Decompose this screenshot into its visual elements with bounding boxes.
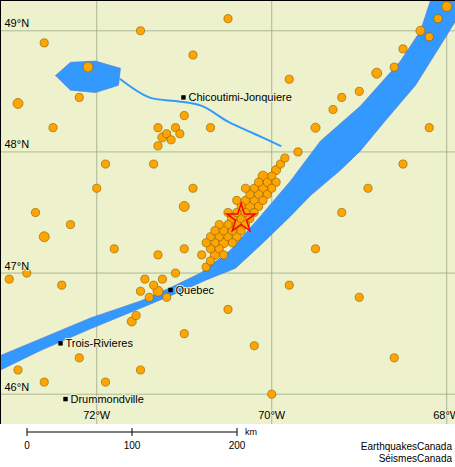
svg-text:48°N: 48°N	[5, 138, 30, 150]
svg-text:49°N: 49°N	[5, 17, 30, 29]
svg-text:km: km	[245, 427, 257, 437]
svg-text:SéismesCanada: SéismesCanada	[379, 453, 453, 464]
svg-text:0: 0	[24, 440, 30, 451]
svg-text:Quebec: Quebec	[176, 284, 215, 296]
svg-text:Drummondville: Drummondville	[71, 393, 144, 405]
svg-text:46°N: 46°N	[5, 381, 30, 393]
svg-text:72°W: 72°W	[83, 409, 111, 421]
svg-text:70°W: 70°W	[258, 409, 286, 421]
svg-text:Chicoutimi-Jonquiere: Chicoutimi-Jonquiere	[188, 91, 291, 103]
svg-text:Trois-Rivieres: Trois-Rivieres	[66, 337, 134, 349]
svg-text:47°N: 47°N	[5, 260, 30, 272]
svg-text:100: 100	[124, 440, 141, 451]
svg-text:200: 200	[229, 440, 246, 451]
svg-text:68°W: 68°W	[433, 409, 455, 421]
svg-text:EarthquakesCanada: EarthquakesCanada	[361, 441, 453, 452]
